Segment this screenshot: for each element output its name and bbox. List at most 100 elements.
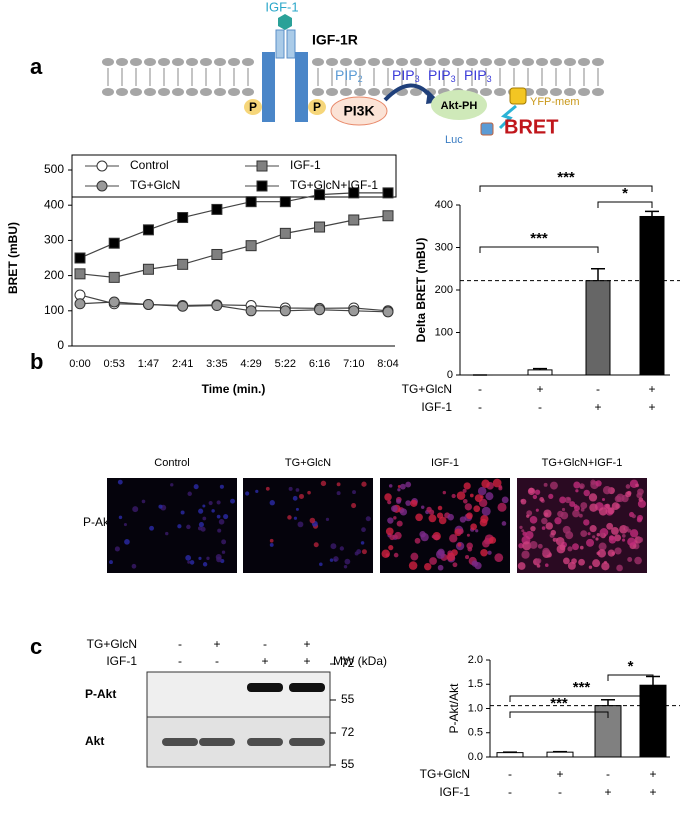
cell	[298, 493, 304, 499]
cell	[542, 547, 550, 556]
cell	[438, 516, 447, 525]
significance-bracket	[607, 674, 654, 681]
cell	[559, 496, 567, 504]
marker	[279, 196, 291, 208]
cell	[202, 504, 206, 508]
cell	[586, 538, 595, 547]
cell	[388, 484, 393, 488]
luc-label: Luc	[445, 134, 463, 146]
condition-label: TG+GlcN	[87, 637, 137, 651]
cell	[198, 508, 204, 514]
panel-label: b	[30, 349, 43, 374]
cell	[555, 537, 565, 546]
cell	[487, 550, 492, 555]
cell	[320, 480, 327, 487]
band	[199, 738, 235, 746]
sign: +	[594, 400, 601, 414]
cell	[206, 556, 210, 561]
lipid-head	[200, 58, 212, 66]
cell	[469, 493, 474, 498]
cell	[497, 502, 507, 512]
significance-bracket	[479, 185, 653, 192]
lipid-head	[550, 58, 562, 66]
marker-label: 55	[341, 757, 355, 771]
cell	[556, 544, 566, 554]
legend-label: TG+GlcN+IGF-1	[290, 178, 378, 192]
lipid-head	[480, 88, 492, 96]
significance-label: ***	[550, 695, 568, 712]
lipid-head	[410, 88, 422, 96]
cell	[388, 545, 394, 551]
cell	[550, 529, 557, 536]
cell	[269, 542, 274, 547]
cell	[611, 526, 619, 535]
cell	[309, 517, 316, 524]
x-tick-label: 0:00	[69, 358, 90, 370]
cell	[596, 532, 601, 537]
pip2: PIP	[335, 67, 358, 83]
lipid-head	[578, 88, 590, 96]
cell	[583, 489, 590, 497]
lipid-head	[536, 88, 548, 96]
cell	[218, 519, 225, 525]
cell	[627, 537, 636, 546]
sign: -	[606, 767, 610, 781]
cell	[118, 515, 123, 520]
y-tick-label: 500	[44, 162, 64, 176]
cell	[180, 510, 185, 515]
cell	[202, 516, 207, 521]
cell	[543, 482, 548, 487]
cell	[216, 514, 221, 519]
cell	[365, 516, 371, 522]
lipid-head	[214, 58, 226, 66]
bret-label: BRET	[504, 116, 558, 138]
cell	[287, 515, 292, 520]
cell	[297, 521, 304, 528]
cell	[462, 498, 468, 504]
cell	[621, 534, 626, 538]
cell	[215, 553, 222, 560]
cell	[361, 549, 367, 555]
cell	[410, 552, 419, 561]
ligand-label: IGF-1	[265, 0, 298, 14]
lipid-head	[242, 88, 254, 96]
cell	[548, 493, 554, 499]
pip3: PIP	[428, 67, 451, 83]
cell	[396, 498, 402, 504]
cell	[193, 484, 199, 490]
cell	[637, 488, 644, 496]
cell	[473, 505, 481, 513]
cell	[579, 485, 584, 489]
cell	[170, 483, 174, 487]
cell	[458, 528, 464, 535]
marker	[96, 180, 108, 192]
cell	[325, 517, 330, 521]
cell	[336, 491, 341, 496]
cell	[420, 533, 429, 542]
marker	[108, 237, 120, 249]
cell	[230, 498, 235, 504]
y-tick-label: 0.5	[468, 727, 483, 739]
cell	[255, 489, 259, 494]
significance-label: ***	[530, 230, 548, 247]
cell	[393, 516, 397, 520]
cell	[387, 500, 392, 505]
cell	[519, 525, 523, 530]
cell	[554, 517, 562, 525]
cell	[543, 509, 552, 518]
cell	[399, 508, 408, 516]
pip3-group: PIP3 PIP3 PIP3	[392, 67, 492, 85]
cell	[344, 558, 351, 565]
lipid-head	[410, 58, 422, 66]
cell	[605, 503, 611, 509]
cell	[177, 524, 182, 529]
line	[79, 294, 389, 312]
y-tick-label: 300	[44, 233, 64, 247]
cell	[625, 491, 632, 498]
lipid-head	[466, 58, 478, 66]
lipid-head	[564, 88, 576, 96]
cell	[598, 542, 607, 551]
sign: -	[178, 637, 182, 651]
cell	[361, 527, 366, 533]
